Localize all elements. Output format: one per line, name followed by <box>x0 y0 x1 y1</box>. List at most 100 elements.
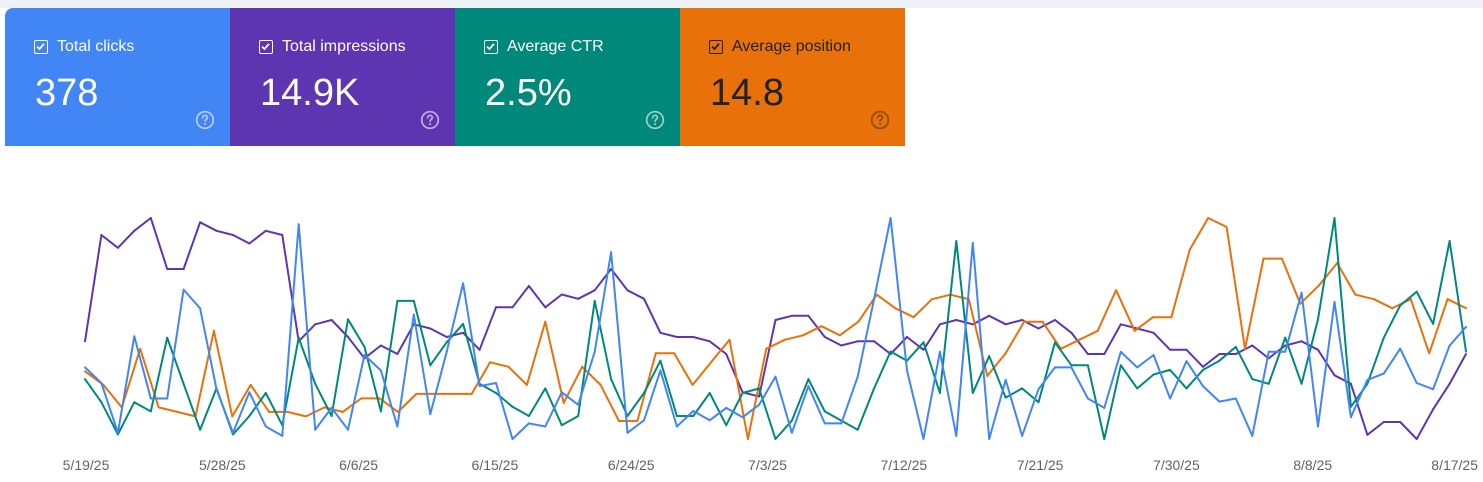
data-point <box>873 387 876 390</box>
data-point <box>182 382 185 385</box>
metric-card-header: Average position <box>709 39 851 55</box>
data-point <box>856 340 859 343</box>
data-point <box>599 383 602 386</box>
data-point <box>1185 360 1188 363</box>
data-point <box>379 369 382 372</box>
data-point <box>1103 406 1106 409</box>
data-point <box>593 289 596 292</box>
data-point <box>1446 298 1449 301</box>
data-point <box>931 298 933 301</box>
data-point <box>1432 322 1435 325</box>
metric-card-average-ctr[interactable]: Average CTR 2.5% <box>455 8 680 146</box>
data-point <box>1262 257 1265 260</box>
data-point <box>199 307 202 310</box>
data-point <box>166 268 169 270</box>
help-circle-icon[interactable] <box>420 110 440 130</box>
data-point <box>1465 307 1467 310</box>
data-point <box>823 410 826 413</box>
data-point <box>741 416 744 419</box>
data-point <box>264 425 267 428</box>
data-point <box>149 410 152 413</box>
metric-card-total-impressions[interactable]: Total impressions 14.9K <box>230 8 455 146</box>
data-point <box>1382 421 1385 423</box>
data-point <box>495 382 497 384</box>
data-point <box>875 293 878 296</box>
metric-card-total-clicks[interactable]: Total clicks 378 <box>5 8 230 146</box>
metric-card-header: Average CTR <box>484 39 604 55</box>
data-point <box>577 297 580 300</box>
data-point <box>1317 425 1319 428</box>
data-point <box>659 369 662 372</box>
data-point <box>1333 217 1336 219</box>
data-point <box>478 385 481 388</box>
data-point <box>527 285 530 287</box>
data-point <box>971 392 974 394</box>
data-point <box>790 419 793 422</box>
data-point <box>783 338 786 341</box>
data-point <box>643 392 645 394</box>
data-point <box>562 401 565 404</box>
checkbox-checked-icon[interactable] <box>34 40 48 54</box>
data-point <box>215 229 218 232</box>
data-point <box>1070 331 1073 334</box>
data-point <box>618 420 620 422</box>
data-point <box>133 335 136 338</box>
data-point <box>1202 365 1204 368</box>
data-point <box>1136 387 1139 390</box>
data-point <box>1086 353 1089 355</box>
data-point <box>856 375 859 378</box>
data-point <box>894 307 897 310</box>
checkbox-checked-icon[interactable] <box>259 40 273 54</box>
data-point <box>560 293 563 296</box>
data-point <box>1234 397 1237 400</box>
data-point <box>1021 434 1024 437</box>
metric-card-average-position[interactable]: Average position 14.8 <box>680 8 905 146</box>
data-point <box>232 431 234 434</box>
data-point <box>1185 387 1188 390</box>
data-point <box>212 329 215 332</box>
data-point <box>100 401 103 404</box>
data-point <box>1021 387 1024 390</box>
data-point <box>1366 433 1369 436</box>
data-point <box>636 420 639 422</box>
data-point <box>249 383 252 386</box>
data-point <box>1004 352 1007 355</box>
data-point <box>1391 307 1394 310</box>
data-point <box>581 365 584 368</box>
data-point <box>297 336 300 339</box>
data-point <box>673 352 676 355</box>
data-point <box>643 297 645 300</box>
data-point <box>507 365 510 368</box>
data-point <box>659 359 662 362</box>
data-point <box>1349 416 1352 419</box>
data-point <box>84 366 86 369</box>
data-point <box>1078 338 1081 341</box>
data-point <box>544 320 547 323</box>
help-circle-icon[interactable] <box>870 110 890 130</box>
checkbox-checked-icon[interactable] <box>709 40 723 54</box>
help-circle-icon[interactable] <box>195 110 215 130</box>
data-point <box>1366 378 1369 381</box>
data-point <box>268 410 271 413</box>
help-circle-icon[interactable] <box>645 110 665 130</box>
data-point <box>1409 298 1412 301</box>
checkbox-checked-icon[interactable] <box>484 40 498 54</box>
data-point <box>675 336 678 338</box>
data-point <box>593 350 596 353</box>
data-point <box>820 325 823 328</box>
data-point <box>1152 373 1155 376</box>
data-point <box>1284 344 1287 347</box>
data-point <box>199 221 202 224</box>
data-point <box>823 422 826 425</box>
data-point <box>838 334 841 337</box>
data-point <box>323 406 326 409</box>
data-point <box>1465 325 1467 328</box>
metric-label: Total impressions <box>282 38 406 55</box>
data-point <box>1218 353 1221 355</box>
data-point <box>116 433 119 436</box>
data-point <box>1225 226 1228 228</box>
data-point <box>1115 289 1118 292</box>
data-point <box>675 425 678 428</box>
data-point <box>1170 316 1173 319</box>
data-point <box>1317 348 1319 351</box>
